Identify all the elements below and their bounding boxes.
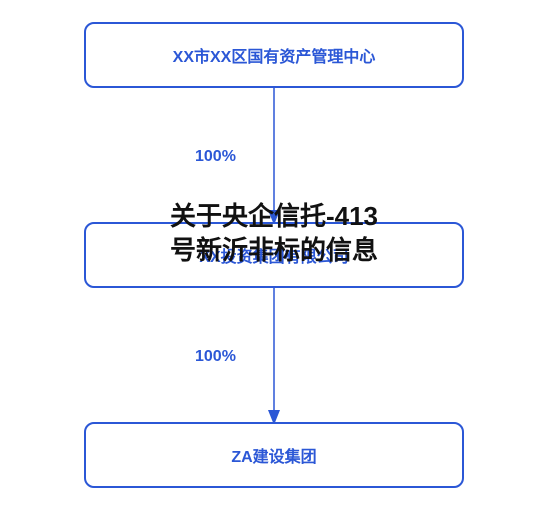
flowchart-node-n1: XX市XX区国有资产管理中心 [84,22,464,88]
flowchart-edge-label-e2: 100% [195,348,236,366]
overlay-title-line2: 号新沂非标的信息 [134,234,414,268]
flowchart-node-label: XX市XX区国有资产管理中心 [173,43,376,67]
overlay-title: 关于央企信托-413 号新沂非标的信息 [134,200,414,268]
flowchart-edge-label-e1: 100% [195,148,236,166]
flowchart-node-label: ZA建设集团 [231,443,316,467]
flowchart-node-n3: ZA建设集团 [84,422,464,488]
overlay-title-line1: 关于央企信托-413 [134,200,414,234]
